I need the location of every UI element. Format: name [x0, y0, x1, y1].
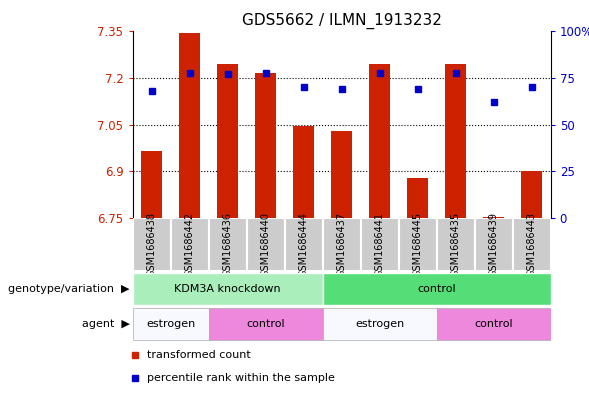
Bar — [323, 218, 360, 271]
Text: agent  ▶: agent ▶ — [82, 319, 130, 329]
Text: GSM1686435: GSM1686435 — [451, 212, 461, 277]
Bar — [475, 218, 512, 271]
Bar — [483, 217, 504, 218]
Bar — [323, 308, 436, 340]
Bar — [133, 308, 209, 340]
Bar — [369, 64, 390, 218]
Text: GSM1686442: GSM1686442 — [184, 212, 194, 277]
Bar — [521, 171, 542, 218]
Bar — [255, 73, 276, 218]
Text: estrogen: estrogen — [355, 319, 404, 329]
Text: GSM1686443: GSM1686443 — [527, 212, 537, 277]
Text: control: control — [418, 284, 456, 294]
Bar — [209, 218, 247, 271]
Bar — [141, 151, 162, 218]
Bar — [323, 273, 551, 305]
Text: GSM1686440: GSM1686440 — [260, 212, 270, 277]
Bar — [247, 218, 284, 271]
Text: GSM1686437: GSM1686437 — [337, 212, 346, 277]
Text: estrogen: estrogen — [146, 319, 195, 329]
Bar — [331, 131, 352, 218]
Bar — [293, 126, 314, 218]
Bar — [217, 64, 238, 218]
Bar — [360, 218, 399, 271]
Bar — [399, 218, 436, 271]
Text: GSM1686439: GSM1686439 — [489, 212, 499, 277]
Bar — [284, 218, 323, 271]
Bar — [209, 308, 323, 340]
Bar — [436, 218, 475, 271]
Text: GSM1686438: GSM1686438 — [147, 212, 157, 277]
Text: genotype/variation  ▶: genotype/variation ▶ — [8, 284, 130, 294]
Bar — [133, 273, 323, 305]
Text: GSM1686445: GSM1686445 — [413, 212, 423, 277]
Bar — [179, 33, 200, 218]
Text: GSM1686436: GSM1686436 — [223, 212, 233, 277]
Bar — [512, 218, 551, 271]
Bar — [407, 178, 428, 218]
Bar — [445, 64, 466, 218]
Text: KDM3A knockdown: KDM3A knockdown — [174, 284, 281, 294]
Text: control: control — [474, 319, 513, 329]
Text: transformed count: transformed count — [147, 350, 251, 360]
Text: control: control — [246, 319, 285, 329]
Title: GDS5662 / ILMN_1913232: GDS5662 / ILMN_1913232 — [241, 13, 442, 29]
Bar — [133, 218, 171, 271]
Text: percentile rank within the sample: percentile rank within the sample — [147, 373, 335, 383]
Text: GSM1686441: GSM1686441 — [375, 212, 385, 277]
Bar — [171, 218, 209, 271]
Text: GSM1686444: GSM1686444 — [299, 212, 309, 277]
Bar — [436, 308, 551, 340]
